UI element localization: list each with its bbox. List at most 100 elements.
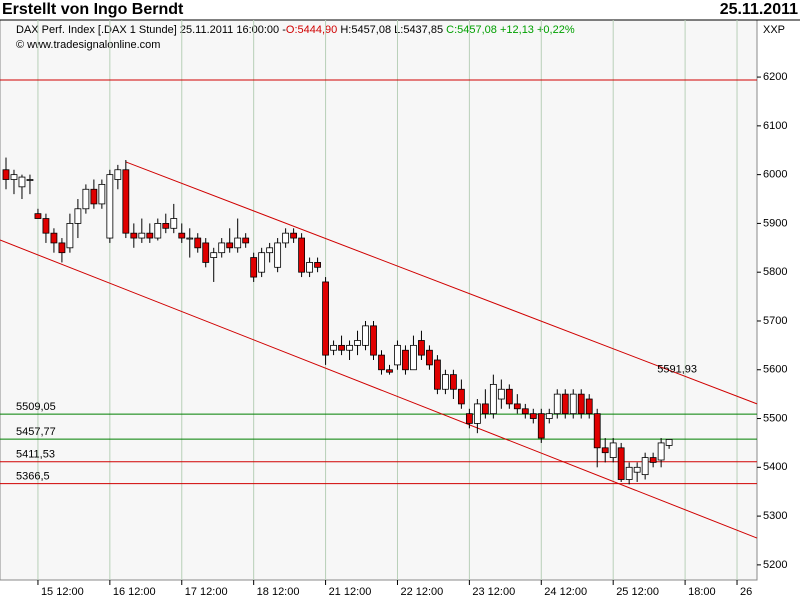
candle-body	[473, 403, 481, 424]
candle-body	[130, 232, 138, 239]
x-tick-label: 24 12:00	[544, 586, 587, 598]
candle-body	[50, 232, 58, 244]
info-instrument: DAX Perf. Index [.DAX 1 Stunde] 25.11.20…	[16, 24, 286, 36]
plot-area	[0, 19, 758, 581]
candle-body	[114, 169, 122, 180]
level-label: 5457,77	[16, 426, 56, 438]
candle-body	[74, 208, 82, 224]
candle-body	[513, 403, 521, 410]
x-tick-label: 22 12:00	[400, 586, 443, 598]
candle-body	[370, 325, 377, 356]
info-high-low: H:5457,08 L:5437,85	[340, 24, 443, 36]
candle-body	[625, 466, 633, 480]
annotation: 5591,93	[657, 364, 697, 376]
info-line: DAX Perf. Index [.DAX 1 Stunde] 25.11.20…	[16, 24, 575, 36]
candle-body	[146, 232, 154, 239]
candle-body	[505, 388, 513, 405]
marks-layer	[2, 157, 673, 485]
candle-body	[434, 359, 441, 390]
candle-body	[457, 388, 465, 405]
channel-line	[125, 161, 758, 405]
candle-body	[306, 262, 313, 273]
candle-body	[529, 413, 537, 419]
candle-body	[66, 223, 74, 249]
candle-body	[10, 174, 18, 180]
x-tick-label: 15 12:00	[41, 586, 84, 598]
candle-body	[537, 413, 545, 439]
candle-body	[657, 442, 665, 461]
x-tick-label: 26	[740, 586, 752, 598]
candle-body	[298, 237, 306, 273]
candle-body	[242, 237, 250, 244]
candle-body	[226, 242, 234, 249]
x-tick-label: 21 12:00	[329, 586, 372, 598]
level-label: 5366,5	[16, 471, 50, 483]
candle-body	[106, 174, 114, 239]
info-close: C:5457,08 +12,13 +0,22%	[446, 24, 575, 36]
candle-body	[58, 242, 66, 254]
candle-body	[170, 218, 178, 229]
candle-body	[450, 374, 457, 390]
candle-body	[410, 344, 417, 371]
candle-body	[266, 247, 274, 254]
x-tick-label: 23 12:00	[472, 586, 515, 598]
y-tick-label: 5900	[763, 217, 787, 229]
candle-body	[497, 388, 505, 400]
candle-body	[98, 183, 106, 205]
x-tick-label: 25 12:00	[616, 586, 659, 598]
candle-body	[186, 237, 194, 240]
candle-body	[362, 325, 369, 346]
y-tick-label: 5700	[763, 315, 787, 327]
candle-body	[593, 413, 601, 449]
candle-body	[2, 169, 10, 180]
candle-body	[282, 232, 290, 244]
candle-body	[601, 447, 609, 454]
candle-body	[489, 383, 497, 415]
candle-body	[577, 393, 585, 415]
candle-body	[122, 169, 130, 234]
candle-body	[162, 223, 170, 229]
chart-date: 25.11.2011	[720, 1, 798, 18]
candle-body	[354, 340, 361, 346]
candle-body	[545, 413, 553, 419]
y-tick-label: 6000	[763, 169, 787, 181]
x-tick-label: 16 12:00	[113, 586, 156, 598]
candle-body	[274, 242, 282, 268]
candle-body	[154, 223, 162, 239]
y-tick-label: 5400	[763, 461, 787, 473]
candle-body	[617, 447, 625, 480]
grid-layer: 15 12:00 16 12:00 17 12:00 18 12:00 21 12:00…	[0, 20, 787, 598]
candle-body	[521, 408, 529, 415]
candle-body	[402, 349, 409, 371]
candle-body	[26, 179, 34, 181]
candle-body	[346, 344, 353, 351]
candle-body	[649, 457, 657, 463]
axis-unit: XXP	[763, 24, 785, 36]
candle-body	[218, 242, 226, 254]
candle-body	[553, 393, 561, 415]
candle-body	[178, 232, 186, 239]
candle-body	[138, 232, 146, 239]
y-tick-label: 5200	[763, 559, 787, 571]
y-tick-label: 6100	[763, 120, 787, 132]
candle-body	[34, 213, 42, 219]
y-tick-label: 5500	[763, 412, 787, 424]
candle-body	[609, 442, 617, 458]
candle-body	[665, 439, 673, 446]
candle-body	[42, 218, 50, 234]
candle-body	[202, 242, 210, 263]
y-tick-label: 5800	[763, 266, 787, 278]
level-label: 5509,05	[16, 401, 56, 413]
candle-body	[426, 349, 433, 366]
candle-body	[633, 466, 641, 473]
candle-body	[641, 457, 649, 476]
candle-body	[394, 344, 401, 366]
candle-body	[234, 237, 242, 249]
candle-body	[481, 403, 489, 415]
candle-body	[585, 398, 593, 415]
candle-body	[378, 354, 385, 371]
candle-body	[330, 344, 337, 351]
candle-body	[314, 262, 321, 268]
